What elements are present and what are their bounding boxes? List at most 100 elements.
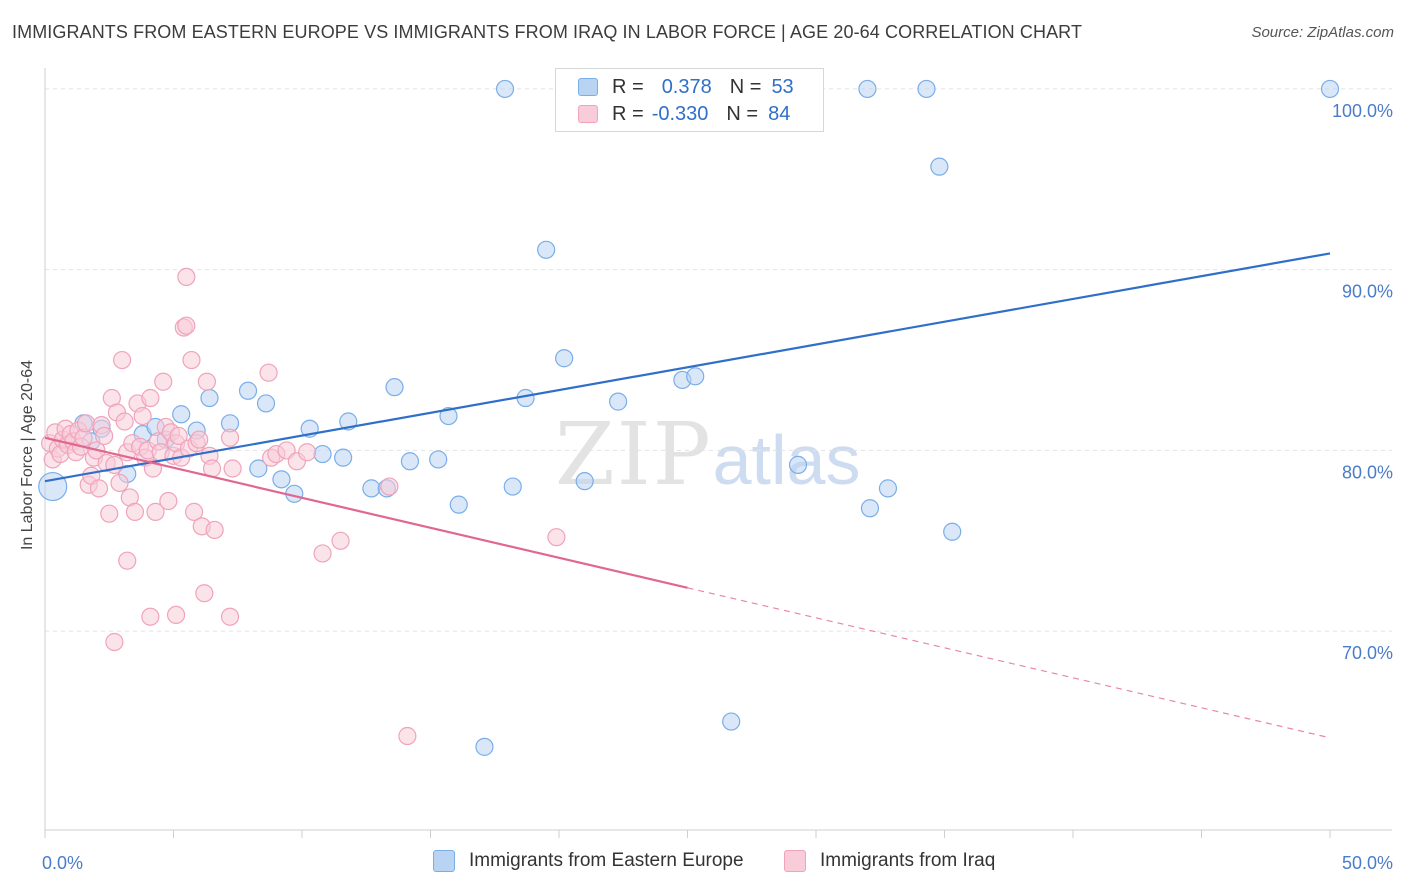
data-point	[878, 479, 898, 498]
data-point	[272, 470, 291, 489]
data-point	[141, 607, 160, 626]
data-point	[547, 528, 566, 547]
trend-line	[44, 252, 1331, 483]
data-point	[495, 79, 515, 99]
data-point	[313, 544, 332, 563]
data-point	[788, 455, 808, 474]
data-point	[362, 479, 381, 498]
data-point	[115, 412, 134, 431]
series-legend: Immigrants from Eastern Europe Immigrant…	[0, 850, 1406, 880]
data-point	[184, 502, 204, 521]
legend-r-value: -0.330	[651, 102, 709, 125]
data-point	[331, 531, 350, 550]
data-point	[537, 240, 556, 259]
data-point	[89, 479, 109, 498]
data-point	[259, 363, 278, 382]
data-point	[298, 443, 317, 462]
legend-row-iraq: R = -0.330 N = 84	[578, 102, 790, 126]
data-point	[503, 477, 522, 496]
data-point	[334, 448, 353, 467]
legend-n-label: N =	[726, 102, 759, 125]
data-point	[169, 426, 188, 446]
legend-row-eastern-europe: R = 0.378 N = 53	[578, 75, 794, 99]
legend-swatch-pink	[578, 105, 598, 123]
legend-r-value: 0.378	[661, 75, 712, 98]
trend-line	[44, 436, 688, 589]
data-point	[609, 392, 628, 411]
data-point	[256, 394, 276, 413]
data-point	[200, 388, 219, 408]
data-point	[385, 378, 404, 397]
data-point	[1320, 79, 1340, 99]
data-point	[930, 157, 949, 176]
data-point	[686, 367, 705, 386]
data-point	[860, 499, 880, 518]
series-iraq-points	[41, 267, 566, 746]
data-point	[190, 430, 209, 449]
data-point	[133, 406, 152, 426]
data-point	[195, 584, 214, 603]
data-point	[249, 459, 268, 478]
data-point	[177, 316, 196, 335]
data-point	[177, 267, 196, 287]
data-point	[182, 350, 201, 370]
y-tick-label: 90.0%	[1342, 282, 1393, 302]
trend-lines	[44, 252, 1331, 739]
watermark-atlas: atlas	[712, 421, 861, 499]
data-point	[943, 522, 962, 541]
data-point	[449, 495, 468, 514]
data-point	[105, 632, 124, 652]
legend-n-label: N =	[729, 75, 762, 98]
data-point	[223, 459, 242, 478]
data-point	[439, 406, 458, 426]
data-point	[575, 472, 594, 491]
legend-r-label: R =	[612, 102, 644, 125]
data-point	[125, 502, 145, 521]
data-point	[159, 491, 178, 511]
legend-item-eastern-europe[interactable]: Immigrants from Eastern Europe	[433, 850, 744, 872]
legend-swatch-blue	[433, 850, 455, 872]
correlation-legend: R = 0.378 N = 53 R = -0.330 N = 84	[555, 68, 824, 132]
chart-title: IMMIGRANTS FROM EASTERN EUROPE VS IMMIGR…	[12, 22, 1083, 42]
x-tick-labels: 0.0% 50.0%	[42, 853, 1393, 873]
y-tick-label: 80.0%	[1342, 462, 1393, 482]
x-tick-label: 50.0%	[1342, 853, 1393, 873]
data-point	[722, 712, 741, 731]
data-point	[38, 471, 68, 502]
data-point	[110, 473, 129, 493]
series-eastern-europe-points	[38, 79, 1340, 756]
data-point	[429, 450, 448, 469]
legend-n-value: 53	[771, 75, 794, 98]
data-point	[197, 372, 217, 391]
legend-label-eastern-europe: Immigrants from Eastern Europe	[469, 850, 744, 871]
legend-swatch-pink	[784, 850, 806, 872]
data-point	[238, 381, 258, 400]
legend-item-iraq[interactable]: Immigrants from Iraq	[784, 850, 995, 872]
data-point	[555, 349, 574, 368]
data-point	[154, 372, 173, 391]
y-tick-labels: 70.0% 80.0% 90.0% 100.0%	[1332, 101, 1393, 663]
data-point	[398, 726, 417, 746]
data-point	[100, 504, 119, 523]
data-point	[220, 428, 240, 447]
trend-line-extrapolated	[687, 587, 1331, 739]
legend-swatch-blue	[578, 78, 598, 96]
data-point	[205, 520, 224, 540]
data-point	[380, 477, 399, 496]
chart-source: Source: ZipAtlas.com	[1251, 24, 1394, 41]
axes	[44, 68, 1392, 838]
data-point	[475, 737, 494, 756]
legend-n-value: 84	[768, 102, 791, 125]
y-tick-label: 100.0%	[1332, 101, 1393, 121]
data-point	[141, 388, 160, 408]
data-point	[917, 79, 936, 99]
data-point	[858, 79, 877, 99]
gridlines	[45, 88, 1392, 632]
legend-r-label: R =	[612, 75, 644, 98]
data-point	[118, 551, 137, 570]
data-point	[220, 607, 240, 626]
data-point	[95, 426, 114, 446]
data-point	[313, 444, 332, 464]
data-point	[112, 350, 132, 370]
